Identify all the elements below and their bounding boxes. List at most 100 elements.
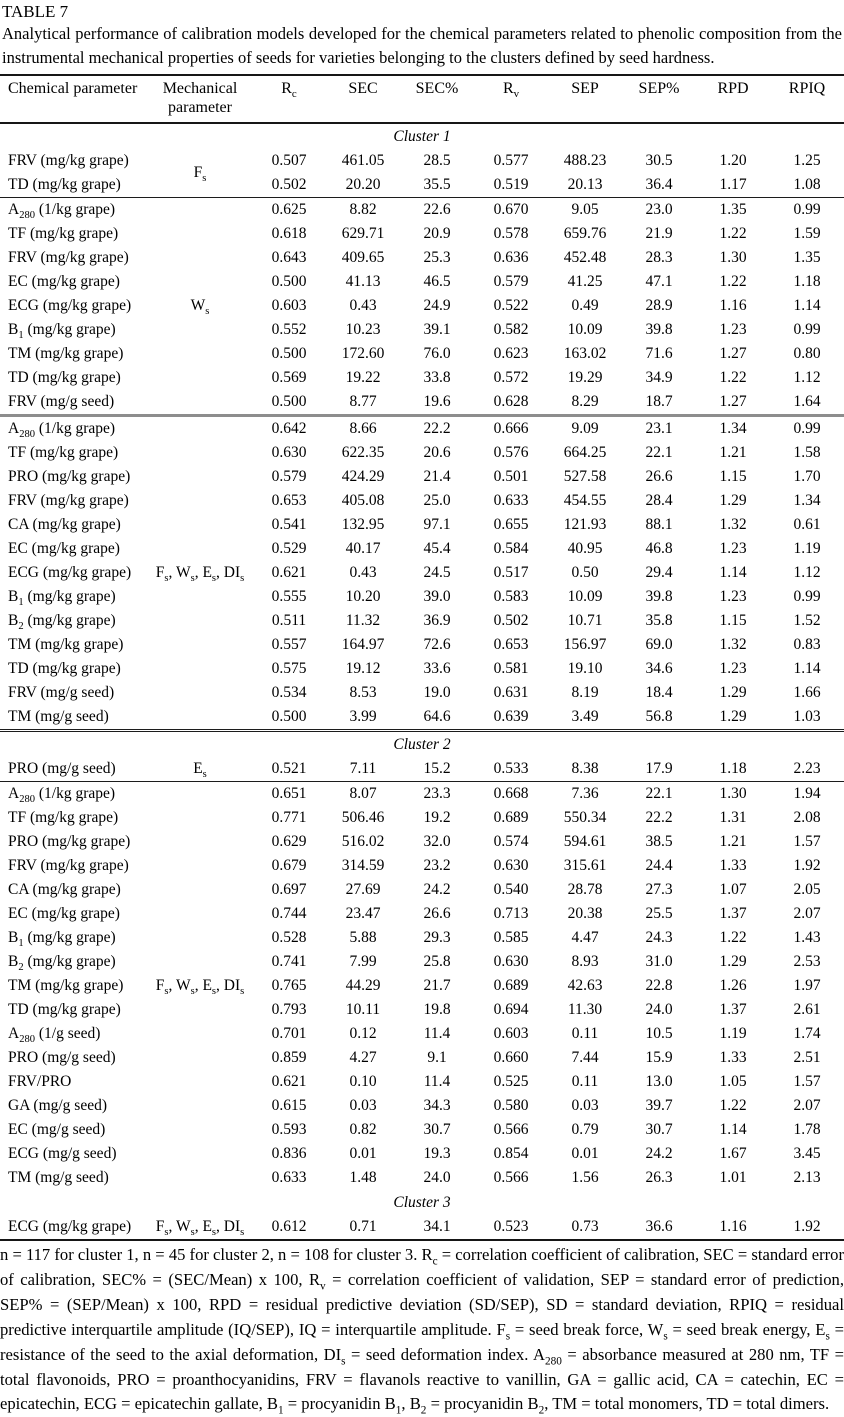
value-cell: 8.19 — [571, 684, 599, 701]
value-cell: 664.25 — [563, 444, 607, 461]
value-cell: 0.523 — [493, 1218, 529, 1235]
chemical-parameter-cell: A280 (1/kg grape) — [8, 785, 116, 806]
value-cell: 9.09 — [571, 420, 599, 437]
value-cell: 32.0 — [423, 833, 451, 850]
value-cell: 11.30 — [567, 1001, 603, 1018]
value-cell: 8.53 — [349, 684, 377, 701]
value-cell: 13.0 — [645, 1073, 673, 1090]
chemical-parameter-cell: B1 (mg/kg grape) — [8, 321, 116, 342]
chemical-parameter-cell: PRO (mg/g seed) — [0, 757, 148, 782]
value-cell: 8.29 — [548, 390, 622, 417]
value-cell: 11.4 — [423, 1025, 451, 1042]
value-cell: 0.99 — [793, 321, 821, 338]
value-cell: 23.0 — [645, 201, 673, 218]
chemical-parameter-cell: ECG (mg/g seed) — [8, 1145, 117, 1162]
value-cell: 1.16 — [719, 297, 747, 314]
value-cell: 36.9 — [423, 612, 451, 629]
value-cell: 1.18 — [793, 273, 821, 290]
table-row: PRO (mg/g seed) Es 0.521 7.11 15.2 0.533 8.38 1… — [0, 757, 844, 782]
chemical-parameter-cell: CA (mg/kg grape) — [8, 516, 121, 533]
value-cell: 0.03 — [349, 1097, 377, 1114]
chemical-parameter-cell: B2 (mg/kg grape) — [8, 953, 116, 974]
value-cell: 34.6 — [645, 660, 673, 677]
value-cell: 0.621 — [271, 564, 307, 581]
value-cell: 0.507 — [271, 152, 307, 169]
value-cell: 1.14 — [719, 1121, 747, 1138]
value-cell: 19.10 — [567, 660, 603, 677]
value-cell: 0.651 — [271, 785, 307, 802]
value-cell: 0.859 — [271, 1049, 307, 1066]
value-cell: 23.2 — [423, 857, 451, 874]
value-cell: 24.3 — [645, 929, 673, 946]
value-cell: 0.541 — [271, 516, 307, 533]
value-cell: 1.14 — [719, 564, 747, 581]
chemical-parameter-cell: B2 (mg/kg grape) — [8, 612, 116, 633]
value-cell: 41.13 — [345, 273, 381, 290]
value-cell: 0.01 — [349, 1145, 377, 1162]
value-cell: 0.630 — [493, 953, 529, 970]
value-cell: 1.23 — [719, 588, 747, 605]
value-cell: 0.668 — [493, 785, 529, 802]
value-cell: 1.94 — [793, 785, 821, 802]
chemical-parameter-cell: TD (mg/kg grape) — [8, 660, 121, 677]
table-row: A280 (1/kg grape) Ws 0.625 8.82 22.6 0.670 9.0… — [0, 197, 844, 417]
value-cell: 0.521 — [252, 757, 326, 782]
value-cell: 22.8 — [645, 977, 673, 994]
value-cell: 0.633 — [493, 492, 529, 509]
value-cell: 11.32 — [345, 612, 381, 629]
value-cell: 1.30 — [719, 785, 747, 802]
value-cell: 1.67 — [719, 1145, 747, 1162]
chemical-parameter-cell: GA (mg/g seed) — [8, 1097, 108, 1114]
value-cell: 0.99 — [793, 588, 821, 605]
chemical-parameter-cell: PRO (mg/kg grape) — [8, 833, 131, 850]
value-cell: 1.22 — [719, 369, 747, 386]
value-cell: 71.6 — [645, 345, 673, 362]
value-cell: 1.37 — [719, 1001, 747, 1018]
col-header-stat: Rv — [474, 75, 548, 124]
value-cell: 7.36 — [571, 785, 599, 802]
value-cell: 19.29 — [567, 369, 603, 386]
value-cell: 25.0 — [423, 492, 451, 509]
value-cell: 1.22 — [719, 929, 747, 946]
table-row: TD (mg/kg grape) 0.502 20.20 35.5 0.519 20.13… — [0, 173, 844, 198]
value-cell: 0.629 — [271, 833, 307, 850]
value-cell: 20.20 — [326, 173, 400, 198]
value-cell: 7.44 — [571, 1049, 599, 1066]
value-cell: 0.83 — [793, 636, 821, 653]
value-cell: 0.580 — [493, 1097, 529, 1114]
value-cell: 5.88 — [349, 929, 377, 946]
value-cell: 1.31 — [719, 809, 747, 826]
value-cell: 18.4 — [645, 684, 673, 701]
value-cell: 0.854 — [493, 1145, 529, 1162]
value-cell: 69.0 — [645, 636, 673, 653]
value-cell: 33.6 — [423, 660, 451, 677]
value-cell: 0.633 — [271, 1169, 307, 1186]
table-row: FRV (mg/kg grape) Fs 0.507 461.05 28.5 0.577 4… — [0, 149, 844, 198]
table-row: GA (mg/g seed) 0.615 0.03 34.3 0.580 0.03 39.7… — [0, 1094, 844, 1118]
value-cell: 1.74 — [793, 1025, 821, 1042]
value-cell: 2.05 — [793, 881, 821, 898]
value-cell: 0.765 — [271, 977, 307, 994]
value-cell: 0.528 — [271, 929, 307, 946]
value-cell: 30.7 — [423, 1121, 451, 1138]
value-cell: 28.5 — [423, 152, 451, 169]
value-cell: 0.569 — [271, 369, 307, 386]
col-header-mechanical-parameter: Mechanical parameter — [148, 75, 252, 124]
value-cell: 0.582 — [493, 321, 529, 338]
value-cell: 1.15 — [719, 612, 747, 629]
value-cell: 156.97 — [563, 636, 607, 653]
value-cell: 0.581 — [493, 660, 529, 677]
cluster-title: Cluster 2 — [393, 735, 451, 753]
value-cell: 0.694 — [493, 1001, 529, 1018]
chemical-parameter-cell: A280 (1/kg grape) — [8, 420, 116, 441]
value-cell: 19.22 — [345, 369, 381, 386]
value-cell: 1.23 — [719, 540, 747, 557]
value-cell: 0.579 — [271, 468, 307, 485]
mechanical-parameter-cell: Fs, Ws, Es, DIs — [155, 977, 245, 998]
value-cell: 0.511 — [271, 612, 307, 629]
value-cell: 46.8 — [645, 540, 673, 557]
value-cell: 0.666 — [493, 420, 529, 437]
value-cell: 28.9 — [645, 297, 673, 314]
value-cell: 1.27 — [696, 390, 770, 417]
